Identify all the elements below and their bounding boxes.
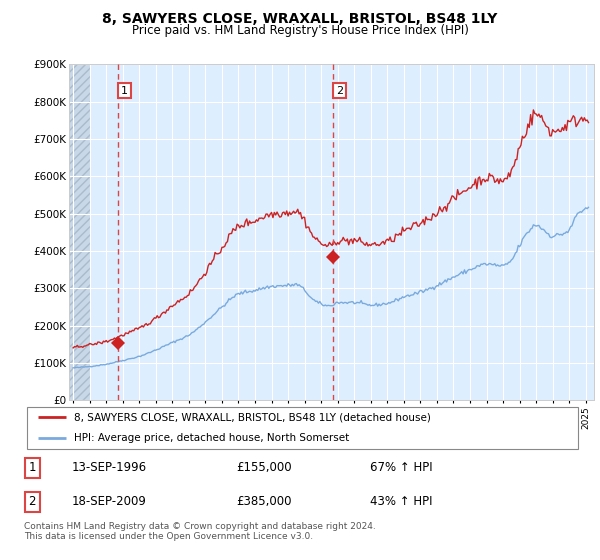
Text: 1: 1 (29, 461, 36, 474)
FancyBboxPatch shape (27, 407, 578, 449)
Text: HPI: Average price, detached house, North Somerset: HPI: Average price, detached house, Nort… (74, 433, 349, 444)
Text: £155,000: £155,000 (236, 461, 292, 474)
Text: 2: 2 (336, 86, 343, 96)
Text: 43% ↑ HPI: 43% ↑ HPI (370, 496, 433, 508)
Text: 13-SEP-1996: 13-SEP-1996 (71, 461, 146, 474)
Text: 67% ↑ HPI: 67% ↑ HPI (370, 461, 433, 474)
Text: 1: 1 (121, 86, 128, 96)
Text: £385,000: £385,000 (236, 496, 292, 508)
Text: 2: 2 (29, 496, 36, 508)
Bar (69, 64, 89, 400)
Text: 8, SAWYERS CLOSE, WRAXALL, BRISTOL, BS48 1LY (detached house): 8, SAWYERS CLOSE, WRAXALL, BRISTOL, BS48… (74, 412, 431, 422)
Text: 18-SEP-2009: 18-SEP-2009 (71, 496, 146, 508)
Text: Contains HM Land Registry data © Crown copyright and database right 2024.
This d: Contains HM Land Registry data © Crown c… (24, 522, 376, 542)
Text: 8, SAWYERS CLOSE, WRAXALL, BRISTOL, BS48 1LY: 8, SAWYERS CLOSE, WRAXALL, BRISTOL, BS48… (103, 12, 497, 26)
Text: Price paid vs. HM Land Registry's House Price Index (HPI): Price paid vs. HM Land Registry's House … (131, 24, 469, 37)
